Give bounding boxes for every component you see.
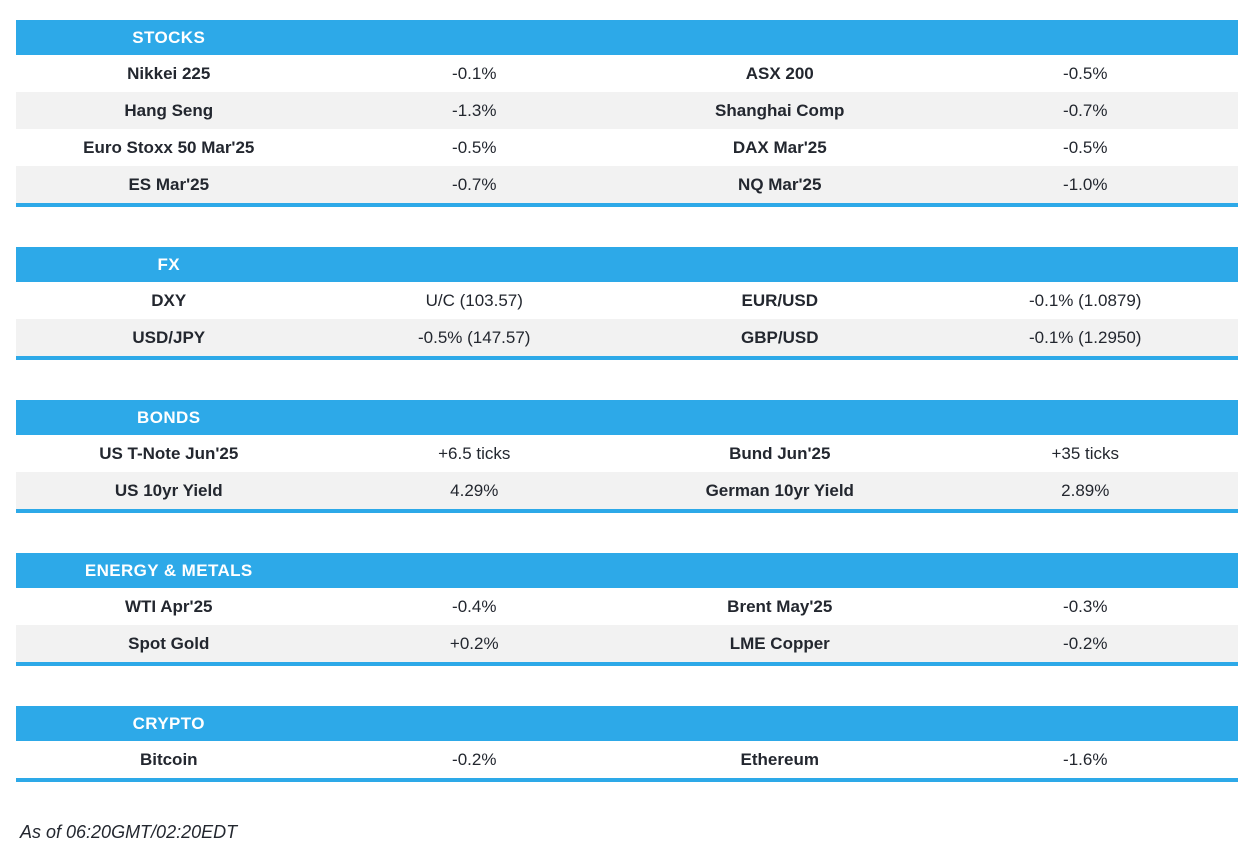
instrument-name: ASX 200 [745, 64, 814, 83]
instrument-change: -1.3% [452, 101, 497, 120]
section-title: CRYPTO [132, 713, 205, 733]
section-bonds: BONDS US T-Note Jun'25 +6.5 ticks Bund J… [16, 400, 1238, 513]
table-row: US T-Note Jun'25 +6.5 ticks Bund Jun'25 … [16, 435, 1238, 472]
table-row: US 10yr Yield 4.29% German 10yr Yield 2.… [16, 472, 1238, 509]
instrument-change: +35 ticks [1051, 444, 1120, 463]
instrument-change: 2.89% [1061, 481, 1110, 500]
instrument-name: Shanghai Comp [715, 101, 845, 120]
instrument-name: EUR/USD [741, 291, 818, 310]
instrument-change: +6.5 ticks [438, 444, 511, 463]
instrument-name: German 10yr Yield [705, 481, 854, 500]
instrument-change: -0.7% [1063, 101, 1108, 120]
instrument-change: -0.1% (1.0879) [1029, 291, 1142, 310]
section-energy-metals: ENERGY & METALS WTI Apr'25 -0.4% Brent M… [16, 553, 1238, 666]
table-row: ES Mar'25 -0.7% NQ Mar'25 -1.0% [16, 166, 1238, 203]
section-title: FX [157, 254, 181, 274]
section-header-bonds: BONDS [16, 400, 1238, 435]
instrument-change: -0.3% [1063, 597, 1108, 616]
instrument-name: Brent May'25 [727, 597, 833, 616]
instrument-change: -0.5% (147.57) [418, 328, 531, 347]
instrument-name: GBP/USD [741, 328, 819, 347]
instrument-name: DAX Mar'25 [732, 138, 827, 157]
instrument-name: Euro Stoxx 50 Mar'25 [83, 138, 255, 157]
section-header-fx: FX [16, 247, 1238, 282]
instrument-name: LME Copper [729, 634, 830, 653]
instrument-change: -0.1% (1.2950) [1029, 328, 1142, 347]
instrument-change: -0.7% [452, 175, 497, 194]
instrument-name: ES Mar'25 [128, 175, 210, 194]
table-row: Hang Seng -1.3% Shanghai Comp -0.7% [16, 92, 1238, 129]
section-header-stocks: STOCKS [16, 20, 1238, 55]
instrument-change: -0.5% [1063, 64, 1108, 83]
section-title: ENERGY & METALS [84, 560, 253, 580]
instrument-name: NQ Mar'25 [738, 175, 822, 194]
instrument-change: -1.6% [1063, 750, 1108, 769]
section-fx: FX DXY U/C (103.57) EUR/USD -0.1% (1.087… [16, 247, 1238, 360]
instrument-change: +0.2% [449, 634, 499, 653]
section-stocks: STOCKS Nikkei 225 -0.1% ASX 200 -0.5% Ha… [16, 20, 1238, 207]
section-crypto: CRYPTO Bitcoin -0.2% Ethereum -1.6% [16, 706, 1238, 782]
instrument-change: -0.2% [1063, 634, 1108, 653]
instrument-name: Nikkei 225 [127, 64, 211, 83]
table-row: Spot Gold +0.2% LME Copper -0.2% [16, 625, 1238, 662]
instrument-name: USD/JPY [132, 328, 206, 347]
instrument-change: 4.29% [450, 481, 499, 500]
instrument-change: -1.0% [1063, 175, 1108, 194]
table-row: DXY U/C (103.57) EUR/USD -0.1% (1.0879) [16, 282, 1238, 319]
as-of-timestamp: As of 06:20GMT/02:20EDT [20, 822, 238, 842]
instrument-name: Ethereum [740, 750, 819, 769]
table-row: Nikkei 225 -0.1% ASX 200 -0.5% [16, 55, 1238, 92]
instrument-name: US T-Note Jun'25 [99, 444, 239, 463]
instrument-name: DXY [151, 291, 187, 310]
section-header-energy-metals: ENERGY & METALS [16, 553, 1238, 588]
instrument-change: U/C (103.57) [425, 291, 523, 310]
table-row: USD/JPY -0.5% (147.57) GBP/USD -0.1% (1.… [16, 319, 1238, 356]
table-row: WTI Apr'25 -0.4% Brent May'25 -0.3% [16, 588, 1238, 625]
section-header-crypto: CRYPTO [16, 706, 1238, 741]
section-title: STOCKS [132, 27, 206, 47]
instrument-name: Bund Jun'25 [729, 444, 831, 463]
instrument-name: Hang Seng [124, 101, 214, 120]
instrument-name: Spot Gold [128, 634, 210, 653]
section-title: BONDS [137, 407, 201, 427]
instrument-name: WTI Apr'25 [125, 597, 213, 616]
instrument-change: -0.1% [452, 64, 497, 83]
instrument-change: -0.5% [1063, 138, 1108, 157]
instrument-change: -0.4% [452, 597, 497, 616]
table-row: Bitcoin -0.2% Ethereum -1.6% [16, 741, 1238, 778]
instrument-change: -0.2% [452, 750, 497, 769]
instrument-change: -0.5% [452, 138, 497, 157]
instrument-name: Bitcoin [139, 750, 198, 769]
instrument-name: US 10yr Yield [114, 481, 223, 500]
table-row: Euro Stoxx 50 Mar'25 -0.5% DAX Mar'25 -0… [16, 129, 1238, 166]
